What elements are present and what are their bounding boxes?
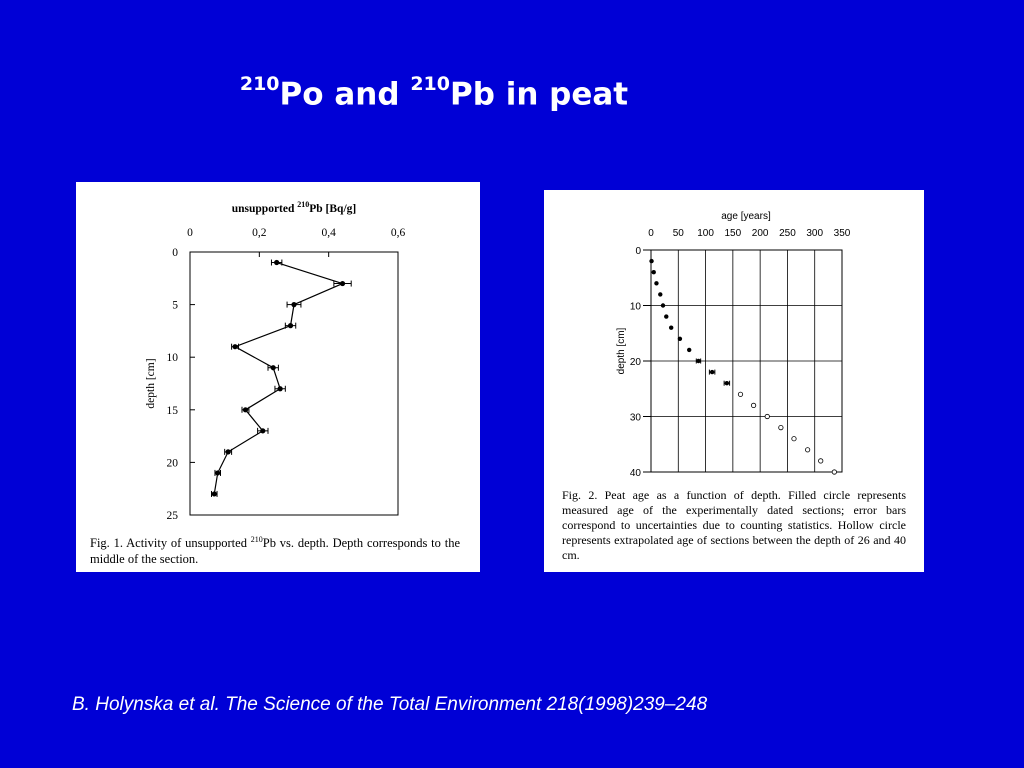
chart2-y-tick-label: 0 <box>635 246 641 257</box>
title-text-2: Pb in peat <box>449 76 629 113</box>
chart2-filled-point <box>664 314 669 319</box>
citation: B. Holynska et al. The Science of the To… <box>72 694 708 715</box>
chart2-x-tick-label: 200 <box>752 228 769 239</box>
chart1-title-sup: 210 <box>297 200 309 209</box>
chart1-y-tick-label: 5 <box>172 300 178 312</box>
chart1-data-point <box>260 428 266 434</box>
chart1-x-tick-label: 0,2 <box>252 227 267 239</box>
chart2-filled-point <box>651 270 656 275</box>
figure-1-caption: Fig. 1. Activity of unsupported 210Pb vs… <box>90 532 460 567</box>
chart1-title-post: Pb [Bq/g] <box>309 203 356 215</box>
chart2-x-tick-label: 350 <box>834 228 851 239</box>
chart2-hollow-point <box>737 391 744 397</box>
chart-peat-age: age [years] 0 50 100 150 200 250 300 350 0 10 20 30 4… <box>616 211 851 479</box>
chart2-filled-point <box>668 325 674 330</box>
chart2-hollow-point <box>818 458 824 464</box>
chart1-y-tick-label: 25 <box>167 510 179 522</box>
title-superscript-2: 210 <box>410 73 450 95</box>
chart2-x-axis-label: age [years] <box>721 211 771 222</box>
chart1-data-point <box>287 323 294 329</box>
chart2-filled-point <box>649 258 654 264</box>
chart2-x-tick-label: 100 <box>697 228 714 239</box>
title-superscript-1: 210 <box>239 73 280 95</box>
chart1-y-tick-label: 0 <box>172 247 178 259</box>
chart2-hollow-point <box>764 413 770 420</box>
chart2-x-tick-label: 150 <box>725 228 742 239</box>
figure-2-panel: age [years] 0 50 100 150 200 250 300 350 0 10 20 30 4… <box>544 190 924 572</box>
title-text-1: Po and <box>279 76 400 113</box>
chart2-hollow-point <box>778 425 784 431</box>
chart2-filled-point <box>687 347 692 353</box>
chart2-y-axis-label: depth [cm] <box>616 327 627 374</box>
chart1-data-point <box>277 386 283 392</box>
chart1-plot-frame <box>189 251 399 516</box>
chart1-y-axis-label: depth [cm] <box>145 358 157 408</box>
chart1-data-point <box>339 280 346 287</box>
chart1-y-tick-label: 20 <box>167 457 179 469</box>
chart2-x-tick-label: 250 <box>779 228 796 239</box>
chart2-x-tick-label: 0 <box>648 228 654 239</box>
chart2-y-tick-label: 20 <box>630 357 642 368</box>
chart2-filled-point <box>709 369 715 375</box>
slide-title: 210Po and 210Pb in peat <box>0 73 868 113</box>
chart1-data-point <box>225 449 231 455</box>
figure-2-caption: Fig. 2. Peat age as a function of depth.… <box>562 488 906 562</box>
chart-pb-activity: unsupported 210Pb [Bq/g] 0 0,2 0,4 0,6 0 5 10 15… <box>145 200 406 522</box>
chart2-y-tick-label: 40 <box>630 468 642 479</box>
chart2-filled-point <box>654 281 659 286</box>
figure-1-panel: unsupported 210Pb [Bq/g] 0 0,2 0,4 0,6 0 5 10 15… <box>76 182 480 572</box>
chart2-x-tick-label: 300 <box>806 228 823 239</box>
chart2-hollow-point <box>805 447 811 453</box>
chart1-x-tick-label: 0 <box>187 227 193 239</box>
chart1-title: unsupported 210Pb [Bq/g] <box>232 200 356 215</box>
chart1-title-pre: unsupported <box>232 203 298 215</box>
chart2-filled-point <box>696 358 701 364</box>
chart1-x-tick-label: 0,6 <box>391 227 406 239</box>
chart2-hollow-point <box>831 469 837 475</box>
chart1-data-point <box>291 302 297 308</box>
caption1-post: Pb vs. depth. Depth corresponds to the m… <box>90 536 460 567</box>
chart2-hollow-point <box>750 402 757 408</box>
chart2-filled-point <box>677 336 683 341</box>
chart2-filled-point <box>660 303 666 308</box>
chart1-y-tick-label: 10 <box>167 352 179 364</box>
chart1-series-line <box>213 261 345 495</box>
chart2-y-tick-label: 30 <box>630 413 642 424</box>
chart1-data-point <box>270 365 276 371</box>
chart1-x-tick-label: 0,4 <box>321 227 336 239</box>
chart1-y-tick-label: 15 <box>167 405 179 417</box>
chart2-filled-point <box>724 381 730 386</box>
chart2-y-tick-label: 10 <box>630 302 642 313</box>
chart1-data-point <box>232 344 238 350</box>
caption1-sup: 210 <box>250 535 263 544</box>
caption1-pre: Fig. 1. Activity of unsupported <box>90 536 251 551</box>
chart2-hollow-point <box>791 436 797 442</box>
chart1-data-point <box>274 259 280 266</box>
chart2-filled-point <box>658 292 663 297</box>
chart1-data-point <box>242 407 249 413</box>
chart1-data-point <box>211 491 217 497</box>
chart1-data-point <box>215 470 221 476</box>
chart2-x-tick-label: 50 <box>673 228 685 239</box>
